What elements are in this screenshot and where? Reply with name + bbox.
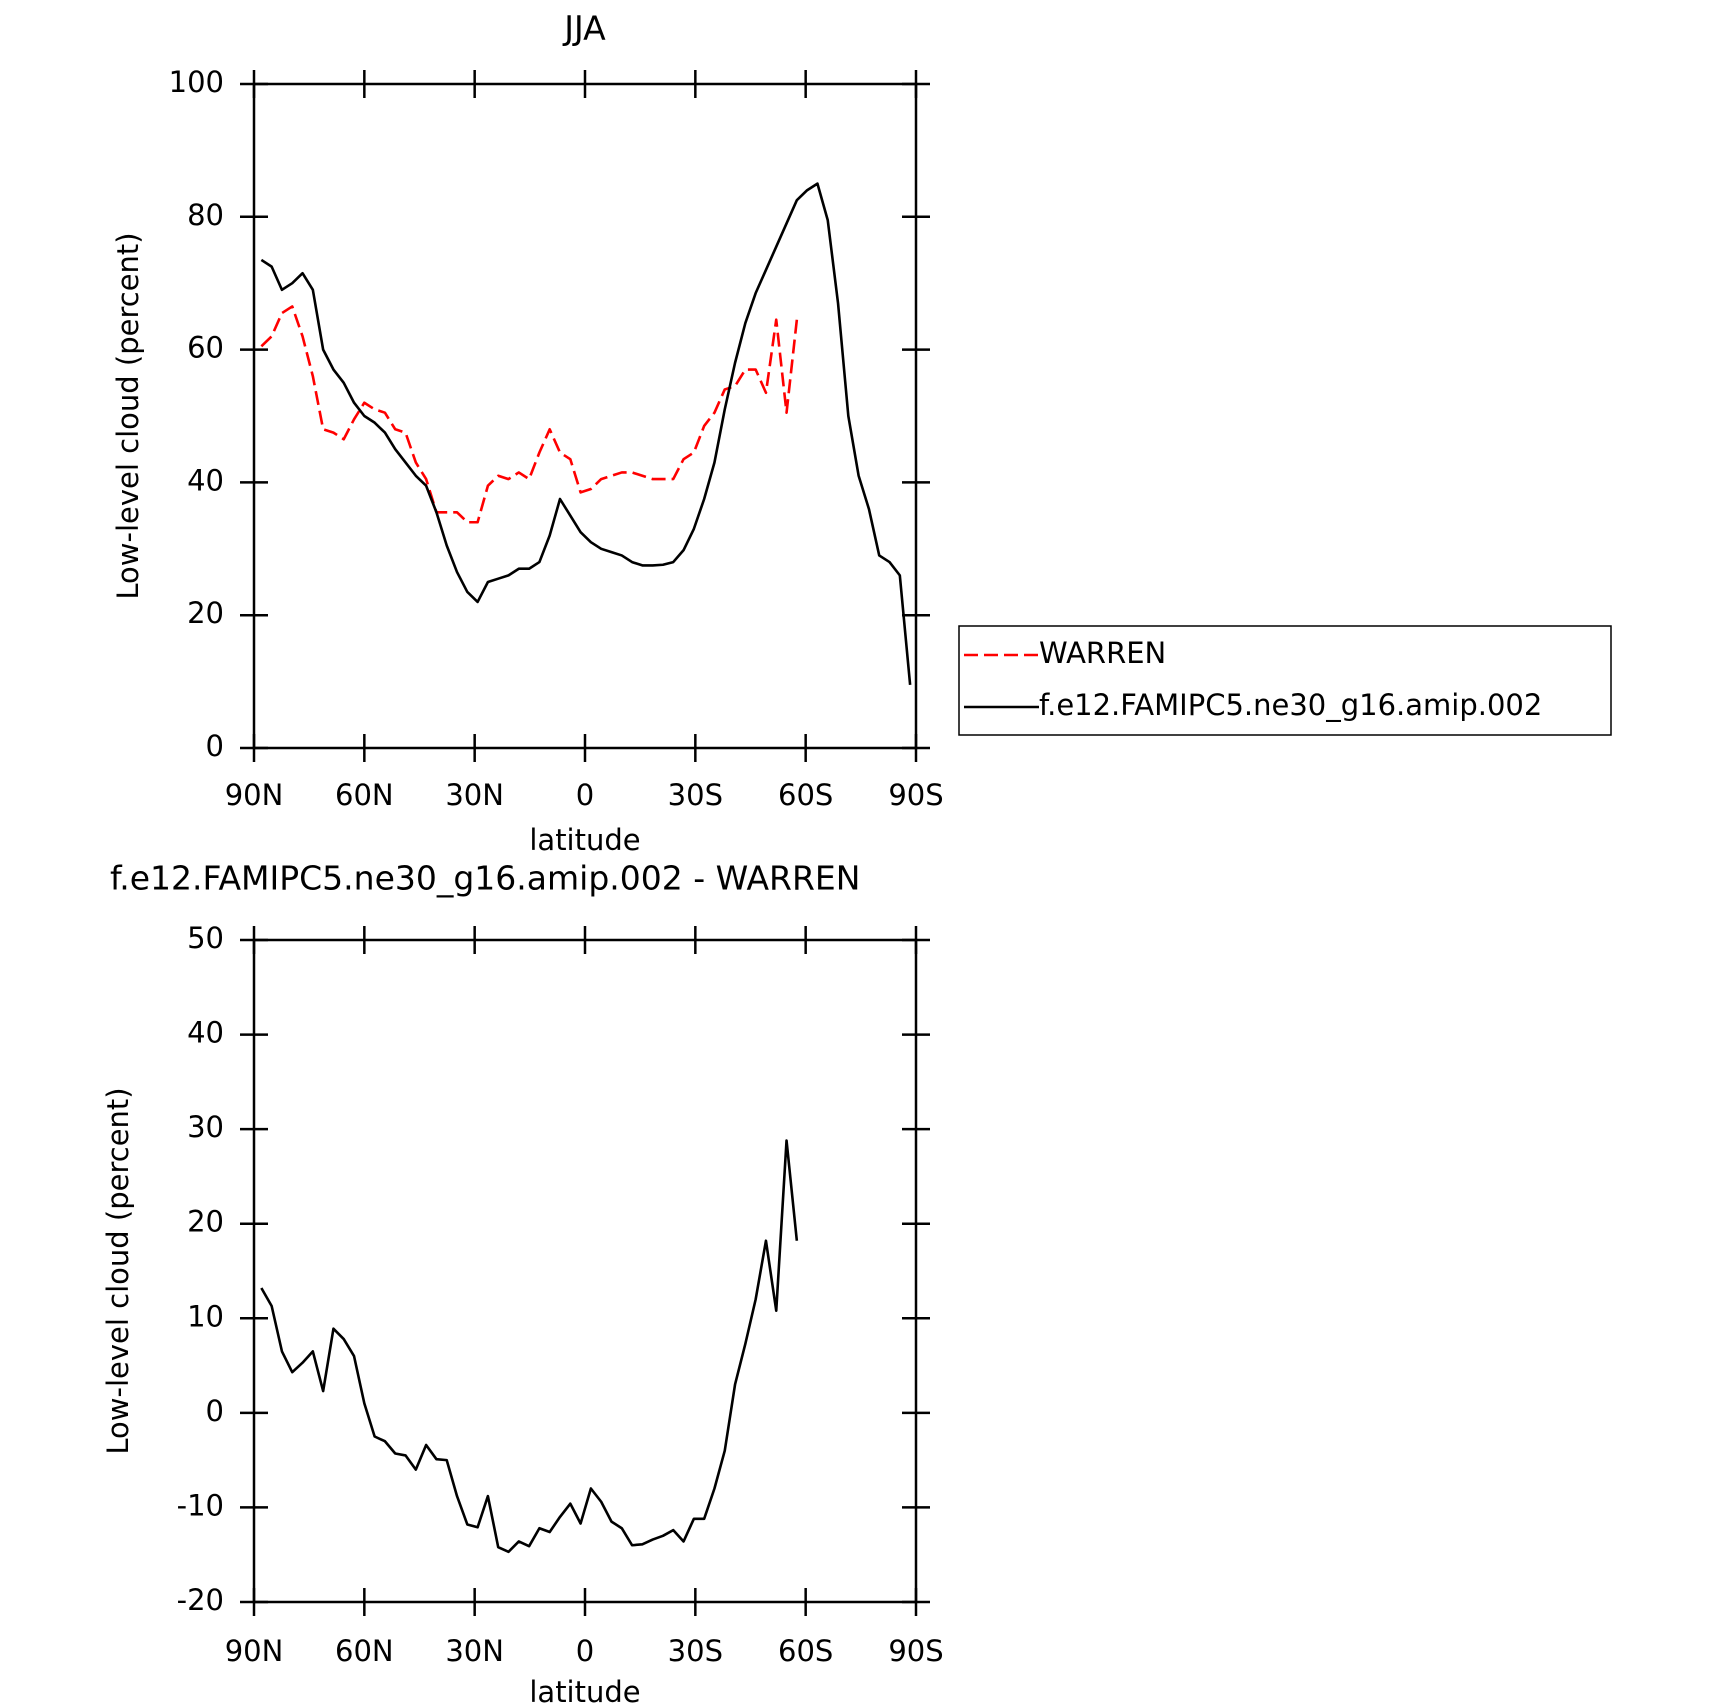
y-tick-label: 60 bbox=[187, 331, 224, 365]
x-tick-label: 90N bbox=[225, 778, 284, 812]
x-tick-label: 60N bbox=[335, 778, 394, 812]
x-tick-label: 60S bbox=[778, 778, 833, 812]
y-tick-label: 0 bbox=[206, 729, 224, 763]
x-tick-label: 0 bbox=[576, 778, 594, 812]
x-tick-label: 30S bbox=[668, 778, 723, 812]
y-tick-label: -10 bbox=[177, 1488, 224, 1522]
y-axis-label: Low-level cloud (percent) bbox=[101, 1087, 135, 1454]
x-axis-label: latitude bbox=[529, 1675, 640, 1706]
x-tick-label: 90S bbox=[888, 778, 943, 812]
chart-title: f.e12.FAMIPC5.ne30_g16.amip.002 - WARREN bbox=[110, 859, 860, 898]
chart-title: JJA bbox=[562, 9, 606, 48]
data-line bbox=[260, 305, 799, 524]
x-tick-label: 90S bbox=[888, 1634, 943, 1668]
data-line bbox=[260, 1139, 799, 1554]
legend-label: WARREN bbox=[1039, 636, 1166, 670]
legend-label: f.e12.FAMIPC5.ne30_g16.amip.002 bbox=[1039, 688, 1542, 722]
y-tick-label: -20 bbox=[177, 1583, 224, 1617]
x-tick-label: 90N bbox=[225, 1634, 284, 1668]
x-tick-label: 30N bbox=[445, 778, 504, 812]
plot-frame bbox=[252, 938, 918, 1604]
y-tick-label: 30 bbox=[187, 1110, 224, 1144]
y-tick-label: 10 bbox=[187, 1299, 224, 1333]
x-tick-label: 60S bbox=[778, 1634, 833, 1668]
y-tick-label: 40 bbox=[187, 1016, 224, 1050]
data-line bbox=[260, 182, 912, 686]
x-axis-label: latitude bbox=[529, 823, 640, 857]
y-tick-label: 40 bbox=[187, 463, 224, 497]
x-tick-label: 30N bbox=[445, 1634, 504, 1668]
legend-box bbox=[958, 625, 1612, 736]
x-tick-label: 60N bbox=[335, 1634, 394, 1668]
y-tick-label: 100 bbox=[169, 65, 224, 99]
y-tick-label: 20 bbox=[187, 596, 224, 630]
x-tick-label: 0 bbox=[576, 1634, 594, 1668]
y-tick-label: 0 bbox=[206, 1394, 224, 1428]
x-tick-label: 30S bbox=[668, 1634, 723, 1668]
y-tick-label: 20 bbox=[187, 1205, 224, 1239]
y-tick-label: 50 bbox=[187, 921, 224, 955]
y-tick-label: 80 bbox=[187, 198, 224, 232]
y-axis-label: Low-level cloud (percent) bbox=[111, 232, 145, 599]
